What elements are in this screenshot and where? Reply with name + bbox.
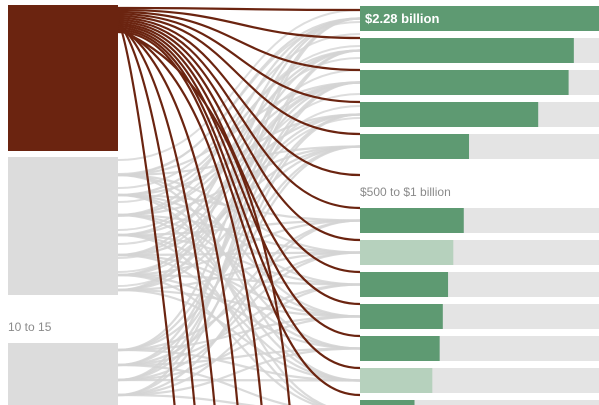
highlighted-flow-16 xyxy=(117,23,216,405)
bar-4 xyxy=(360,102,539,127)
bar-7 xyxy=(360,240,454,265)
muted-flow-47 xyxy=(117,315,361,352)
bar-12 xyxy=(360,400,415,405)
highlighted-flow-14 xyxy=(116,19,176,405)
left-block-2 xyxy=(8,157,118,295)
group-label: $500 to $1 billion xyxy=(360,185,451,199)
bar-6 xyxy=(360,208,464,233)
bar-5 xyxy=(360,134,470,159)
highlighted-flow-10 xyxy=(117,24,361,306)
bar-11 xyxy=(360,368,433,393)
highlighted-flow-2 xyxy=(117,8,361,40)
muted-flow-19 xyxy=(117,49,361,237)
muted-flow-17 xyxy=(117,213,361,318)
muted-flow-65 xyxy=(117,347,361,397)
muted-flow-6 xyxy=(117,173,361,382)
muted-flow-34 xyxy=(117,273,361,286)
muted-flow-60 xyxy=(117,378,361,382)
muted-flow-57 xyxy=(117,145,361,382)
muted-flow-70 xyxy=(117,45,361,203)
muted-flow-51 xyxy=(117,219,361,367)
left-block-1 xyxy=(8,5,118,151)
muted-flow-13 xyxy=(117,17,361,217)
bar-3 xyxy=(360,70,569,95)
top-bar-value-label: $2.28 billion xyxy=(365,11,439,26)
muted-flow-69 xyxy=(117,33,361,189)
highlighted-flow-15 xyxy=(117,21,196,405)
muted-flow-18 xyxy=(117,213,361,382)
muted-flow-32 xyxy=(117,113,361,277)
highlighted-flow-6 xyxy=(117,16,361,177)
highlighted-flow-9 xyxy=(117,22,361,274)
bar-9 xyxy=(360,304,443,329)
highlighted-flow-5 xyxy=(117,14,361,136)
left-group-label: 10 to 15 xyxy=(8,320,52,334)
highlighted-flow-11 xyxy=(117,26,361,338)
muted-flow-61 xyxy=(117,49,361,397)
bar-8 xyxy=(360,272,449,297)
highlighted-flow-7 xyxy=(117,18,361,210)
muted-flow-59 xyxy=(117,315,361,382)
muted-flow-52 xyxy=(117,283,361,367)
highlighted-flow-12 xyxy=(117,28,361,370)
left-blocks xyxy=(8,5,118,405)
highlighted-flow-19 xyxy=(117,28,291,405)
muted-flow-5 xyxy=(117,173,361,318)
highlighted-flow-1 xyxy=(117,6,361,12)
muted-flow-42 xyxy=(117,288,361,382)
muted-flow-37 xyxy=(117,17,361,292)
muted-flow-46 xyxy=(117,251,361,352)
highlighted-flow-13 xyxy=(117,30,361,397)
bar-1 xyxy=(360,6,599,31)
muted-flow-75 xyxy=(117,105,361,273)
left-block-3 xyxy=(8,343,118,405)
highlighted-flow-8 xyxy=(117,20,361,242)
highlighted-flow-17 xyxy=(117,25,239,405)
muted-flow-41 xyxy=(117,288,361,318)
bar-bg-12 xyxy=(360,400,599,405)
highlighted-flow-3 xyxy=(117,10,361,72)
bar-2 xyxy=(360,38,574,63)
muted-flow-71 xyxy=(117,57,361,217)
muted-flow-66 xyxy=(117,393,256,405)
bar-10 xyxy=(360,336,440,361)
highlighted-flows xyxy=(116,6,361,405)
muted-flow-40 xyxy=(117,251,361,292)
muted-flow-21 xyxy=(117,219,361,237)
highlighted-flow-4 xyxy=(117,12,361,104)
highlighted-flow-18 xyxy=(117,27,263,405)
muted-flows xyxy=(117,9,361,405)
muted-flow-74 xyxy=(117,93,361,259)
bars xyxy=(360,6,599,405)
